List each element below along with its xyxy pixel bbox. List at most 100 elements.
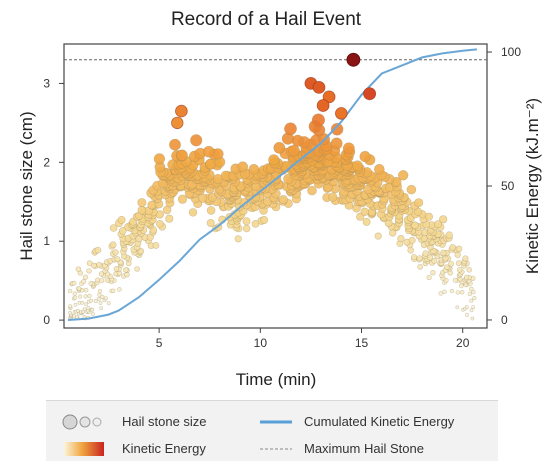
hail-point-12 <box>465 313 469 317</box>
hail-point-162 <box>448 260 454 267</box>
hail-point-39 <box>471 305 476 310</box>
hail-point-56 <box>73 295 78 300</box>
hail-point-891 <box>190 134 203 147</box>
hail-point-137 <box>86 268 92 274</box>
hail-point-73 <box>111 288 116 293</box>
hail-point-251 <box>408 236 416 244</box>
hail-point-83 <box>458 283 464 289</box>
hail-point-71 <box>67 288 73 294</box>
y-tick-label-0: 0 <box>43 313 50 327</box>
hail-point-38 <box>464 305 469 310</box>
hail-point-35 <box>86 306 91 310</box>
hail-point-436 <box>414 198 424 208</box>
hail-point-255 <box>234 235 242 243</box>
x-tick-label-1: 10 <box>254 336 268 350</box>
hail-point-325 <box>434 220 442 229</box>
hail-point-25 <box>76 308 80 313</box>
hail-point-62 <box>467 291 473 296</box>
hail-point-110 <box>104 277 110 283</box>
hail-point-203 <box>422 250 429 257</box>
hail-point-157 <box>90 262 97 269</box>
hail-point-224 <box>455 245 463 253</box>
hail-point-119 <box>82 274 89 280</box>
y2-tick-label-2: 100 <box>501 45 521 59</box>
hail-point-91 <box>88 281 94 286</box>
highlighted-point-5 <box>316 99 330 112</box>
x-axis-ticks: 5 10 15 20 <box>156 328 470 350</box>
highlighted-point-0 <box>346 52 361 67</box>
legend-line-label: Cumulated Kinetic Energy <box>304 414 455 429</box>
x-tick-label-0: 5 <box>156 336 163 350</box>
hail-point-315 <box>410 221 419 230</box>
hail-point-40 <box>68 304 73 309</box>
hail-point-33 <box>99 306 104 311</box>
hail-point-152 <box>417 263 424 270</box>
chart-title: Record of a Hail Event <box>171 9 362 30</box>
hail-point-151 <box>443 264 450 271</box>
x-tick-label-3: 20 <box>456 336 470 350</box>
hail-point-194 <box>426 254 434 261</box>
hail-point-67 <box>471 289 476 295</box>
hail-point-544 <box>307 185 317 196</box>
hail-point-117 <box>426 274 432 281</box>
hail-point-884 <box>273 141 286 154</box>
hail-point-37 <box>455 305 460 310</box>
hail-point-61 <box>97 292 102 297</box>
hail-point-899 <box>311 113 326 127</box>
hail-point-465 <box>177 194 188 204</box>
hail-point-57 <box>100 294 105 300</box>
hail-point-14 <box>90 312 95 316</box>
hail-event-chart: Record of a Hail Event 5 10 15 20 0 1 2 3 0 50 1… <box>17 9 542 389</box>
hail-point-711 <box>398 170 409 181</box>
hail-point-195 <box>410 254 418 261</box>
hail-point-129 <box>98 271 105 277</box>
y2-axis-ticks: 0 50 100 <box>487 45 521 327</box>
hail-point-272 <box>445 231 453 239</box>
hail-point-877 <box>288 144 300 157</box>
hail-point-54 <box>103 296 109 301</box>
hail-point-896 <box>330 122 344 136</box>
hail-point-461 <box>278 195 288 205</box>
highlighted-point-7 <box>171 116 184 130</box>
hail-point-773 <box>373 164 385 175</box>
y-axis-label: Hail stone size (cm) <box>17 111 36 260</box>
hail-point-852 <box>359 151 371 163</box>
hail-point-142 <box>456 266 463 273</box>
hail-point-43 <box>106 301 111 306</box>
hail-point-336 <box>362 217 371 226</box>
hail-point-49 <box>469 298 474 303</box>
hail-point-118 <box>464 274 470 280</box>
highlighted-point-1 <box>363 87 377 101</box>
y-tick-label-2: 2 <box>43 155 50 169</box>
hail-point-483 <box>207 192 217 202</box>
hail-point-328 <box>251 219 260 228</box>
hail-point-52 <box>96 296 101 301</box>
highlighted-points <box>171 52 377 130</box>
hail-point-59 <box>83 294 88 299</box>
hail-point-189 <box>462 255 469 262</box>
hail-point-890 <box>291 134 304 147</box>
y-tick-label-3: 3 <box>43 76 50 90</box>
hail-point-134 <box>430 270 436 276</box>
hail-point-210 <box>112 249 119 256</box>
hail-point-487 <box>328 192 338 202</box>
hail-point-60 <box>87 293 92 299</box>
hail-point-46 <box>77 300 82 305</box>
hail-point-888 <box>330 137 343 150</box>
hail-point-144 <box>75 266 82 273</box>
hail-point-41 <box>73 302 78 307</box>
hail-point-345 <box>260 216 269 225</box>
hail-point-63 <box>72 291 78 296</box>
hail-point-338 <box>242 217 251 226</box>
hail-point-820 <box>205 158 217 170</box>
hail-point-146 <box>134 266 140 272</box>
size-legend-icon <box>62 414 102 430</box>
hail-point-897 <box>284 122 297 136</box>
hail-point-216 <box>137 248 145 255</box>
hail-point-102 <box>99 278 105 284</box>
hail-point-886 <box>169 138 181 151</box>
legend-swatches <box>62 414 292 456</box>
highlighted-point-3 <box>312 81 326 94</box>
hail-point-192 <box>416 255 423 262</box>
hail-point-226 <box>449 244 457 251</box>
